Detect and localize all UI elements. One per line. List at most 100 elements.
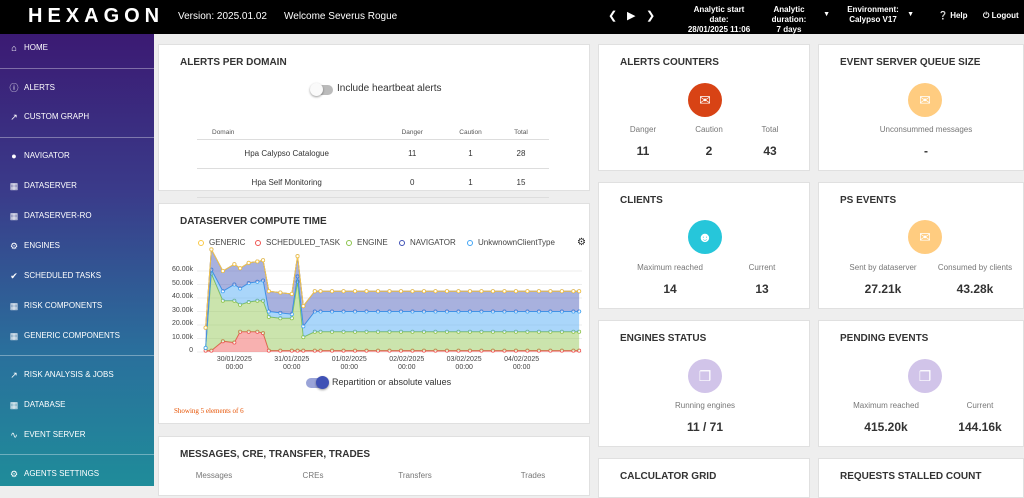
data-point[interactable] [410, 309, 415, 314]
sidebar-item-agents-settings[interactable]: ⚙ AGENTS SETTINGS [0, 462, 154, 486]
data-point[interactable] [525, 309, 530, 314]
data-point[interactable] [421, 309, 426, 314]
data-point[interactable] [266, 314, 271, 319]
data-point[interactable] [444, 309, 449, 314]
data-point[interactable] [467, 329, 472, 334]
data-point[interactable] [312, 348, 317, 353]
data-point[interactable] [387, 329, 392, 334]
legend-item-generic[interactable]: GENERIC [195, 238, 245, 247]
data-point[interactable] [318, 289, 323, 294]
data-point[interactable] [571, 329, 576, 334]
data-point[interactable] [467, 289, 472, 294]
environment-select[interactable]: Environment: Calypso V17 ▼ [846, 5, 914, 25]
data-point[interactable] [410, 289, 415, 294]
data-point[interactable] [456, 309, 461, 314]
data-point[interactable] [376, 348, 381, 353]
data-point[interactable] [421, 329, 426, 334]
data-point[interactable] [278, 316, 283, 321]
data-point[interactable] [312, 289, 317, 294]
data-point[interactable] [490, 289, 495, 294]
sidebar-item-dataserver[interactable]: ▦ DATASERVER [0, 174, 154, 198]
data-point[interactable] [295, 274, 300, 279]
data-point[interactable] [433, 309, 438, 314]
data-point[interactable] [467, 348, 472, 353]
data-point[interactable] [410, 348, 415, 353]
data-point[interactable] [266, 289, 271, 294]
repartition-toggle[interactable] [306, 376, 329, 389]
data-point[interactable] [232, 262, 237, 267]
data-point[interactable] [220, 339, 225, 344]
data-point[interactable] [398, 329, 403, 334]
next-icon[interactable]: ❯ [646, 10, 656, 22]
data-point[interactable] [301, 324, 306, 329]
data-point[interactable] [376, 329, 381, 334]
data-point[interactable] [376, 289, 381, 294]
data-point[interactable] [203, 325, 208, 330]
data-point[interactable] [238, 266, 243, 271]
data-point[interactable] [246, 300, 251, 305]
legend-item-engine[interactable]: ENGINE [343, 238, 388, 247]
data-point[interactable] [479, 309, 484, 314]
data-point[interactable] [387, 289, 392, 294]
data-point[interactable] [456, 348, 461, 353]
data-point[interactable] [232, 298, 237, 303]
data-point[interactable] [444, 329, 449, 334]
data-point[interactable] [295, 254, 300, 259]
sidebar-item-home[interactable]: ⌂ HOME [0, 36, 154, 60]
data-point[interactable] [295, 348, 300, 353]
data-point[interactable] [502, 348, 507, 353]
analytic-duration-select[interactable]: Analytic duration: 7 days ▼ [756, 5, 830, 35]
data-point[interactable] [312, 329, 317, 334]
data-point[interactable] [421, 289, 426, 294]
data-point[interactable] [318, 348, 323, 353]
data-point[interactable] [289, 348, 294, 353]
data-point[interactable] [364, 289, 369, 294]
data-point[interactable] [548, 309, 553, 314]
data-point[interactable] [398, 348, 403, 353]
data-point[interactable] [387, 348, 392, 353]
data-point[interactable] [548, 329, 553, 334]
data-point[interactable] [577, 329, 582, 334]
data-point[interactable] [513, 348, 518, 353]
heartbeat-toggle[interactable] [310, 83, 333, 96]
data-point[interactable] [341, 289, 346, 294]
logout-button[interactable]: ⏻ Logout [983, 11, 1019, 21]
data-point[interactable] [289, 316, 294, 321]
data-point[interactable] [456, 329, 461, 334]
data-point[interactable] [246, 260, 251, 265]
data-point[interactable] [289, 291, 294, 296]
data-point[interactable] [490, 329, 495, 334]
sidebar-item-generic-components[interactable]: ▦ GENERIC COMPONENTS [0, 324, 154, 348]
data-point[interactable] [502, 309, 507, 314]
data-point[interactable] [261, 258, 266, 263]
data-point[interactable] [513, 329, 518, 334]
data-point[interactable] [353, 309, 358, 314]
data-point[interactable] [571, 309, 576, 314]
data-point[interactable] [559, 289, 564, 294]
table-row[interactable]: Hpa Self Monitoring 0 1 15 [197, 168, 549, 198]
data-point[interactable] [513, 289, 518, 294]
data-point[interactable] [479, 289, 484, 294]
sidebar-item-event-server[interactable]: ∿ EVENT SERVER [0, 423, 154, 447]
analytic-start-date[interactable]: Analytic start date: 28/01/2025 11:06 [684, 5, 754, 35]
data-point[interactable] [502, 289, 507, 294]
sidebar-item-risk-components[interactable]: ▦ RISK COMPONENTS [0, 294, 154, 318]
data-point[interactable] [312, 309, 317, 314]
sidebar-item-risk-analysis[interactable]: ↗ RISK ANALYSIS & JOBS [0, 363, 154, 387]
data-point[interactable] [261, 331, 266, 336]
data-point[interactable] [301, 304, 306, 309]
legend-item-scheduled-task[interactable]: SCHEDULED_TASK [252, 238, 340, 247]
data-point[interactable] [209, 247, 214, 252]
data-point[interactable] [421, 348, 426, 353]
data-point[interactable] [490, 309, 495, 314]
table-row[interactable]: Hpa Calypso Catalogue 11 1 28 [197, 139, 549, 169]
data-point[interactable] [209, 348, 214, 353]
data-point[interactable] [261, 278, 266, 283]
data-point[interactable] [536, 289, 541, 294]
data-point[interactable] [232, 282, 237, 287]
data-point[interactable] [255, 298, 260, 303]
sidebar-item-custom-graph[interactable]: ↗ CUSTOM GRAPH [0, 105, 154, 129]
data-point[interactable] [444, 348, 449, 353]
data-point[interactable] [577, 289, 582, 294]
sidebar-item-scheduled-tasks[interactable]: ✔ SCHEDULED TASKS [0, 264, 154, 288]
